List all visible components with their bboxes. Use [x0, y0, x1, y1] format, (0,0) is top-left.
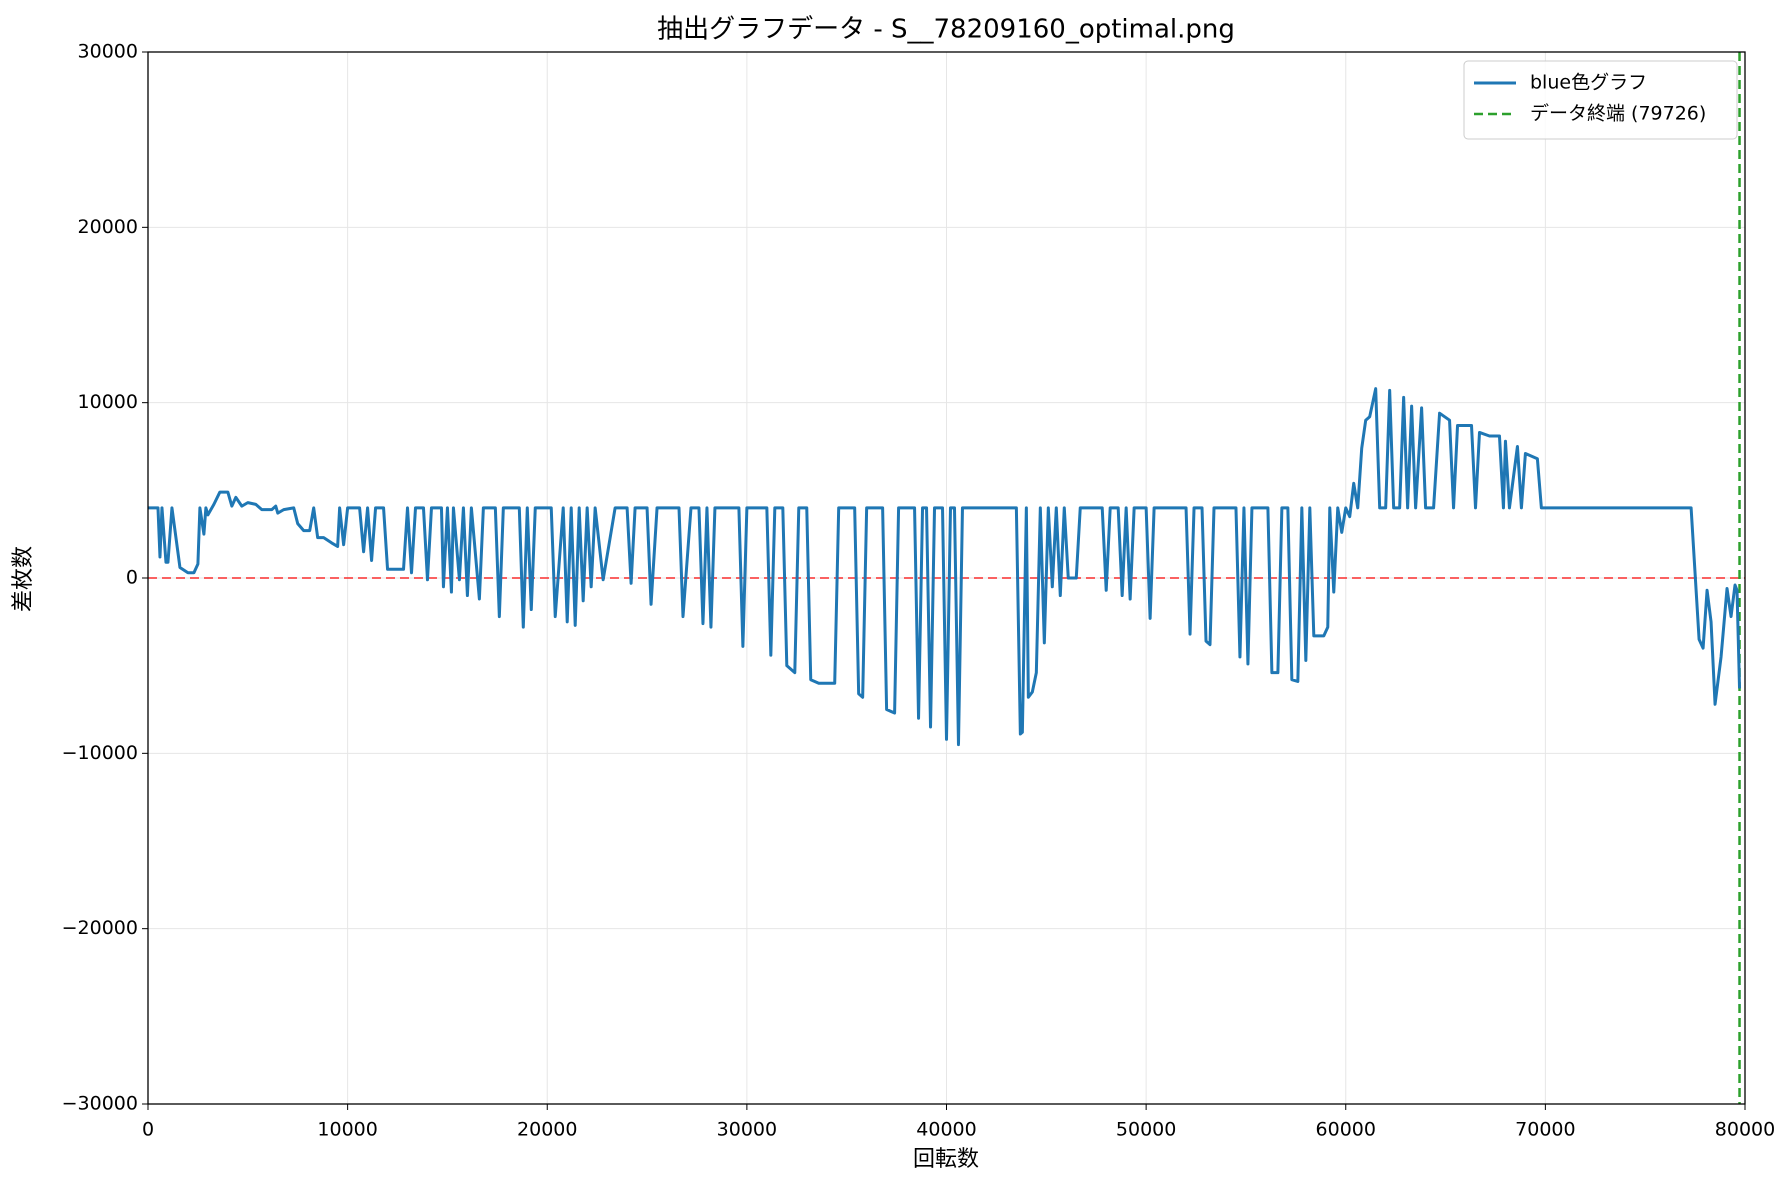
legend-label: blue色グラフ: [1530, 72, 1647, 94]
data-line: [148, 387, 1742, 747]
x-axis-label: 回転数: [913, 1147, 979, 1172]
y-tick-label: 20000: [78, 216, 138, 238]
x-tick-label: 30000: [717, 1119, 777, 1141]
y-tick-label: −20000: [62, 917, 138, 939]
x-tick-label: 50000: [1116, 1119, 1176, 1141]
x-tick-label: 70000: [1515, 1119, 1575, 1141]
x-tick-label: 10000: [317, 1119, 377, 1141]
x-tick-label: 60000: [1316, 1119, 1376, 1141]
x-tick-label: 0: [142, 1119, 154, 1141]
y-tick-label: 0: [126, 567, 138, 589]
x-tick-label: 80000: [1715, 1119, 1775, 1141]
y-tick-label: −30000: [62, 1093, 138, 1115]
y-tick-label: −10000: [62, 742, 138, 764]
y-tick-label: 30000: [78, 41, 138, 63]
chart-title: 抽出グラフデータ - S__78209160_optimal.png: [657, 15, 1235, 45]
plot-frame: [147, 51, 1746, 1105]
y-tick-label: 10000: [78, 391, 138, 413]
legend-box: [1463, 60, 1738, 140]
legend-label: データ終端 (79726): [1530, 103, 1706, 125]
x-tick-label: 40000: [916, 1119, 976, 1141]
x-tick-label: 20000: [517, 1119, 577, 1141]
y-axis-label: 差枚数: [11, 546, 36, 612]
